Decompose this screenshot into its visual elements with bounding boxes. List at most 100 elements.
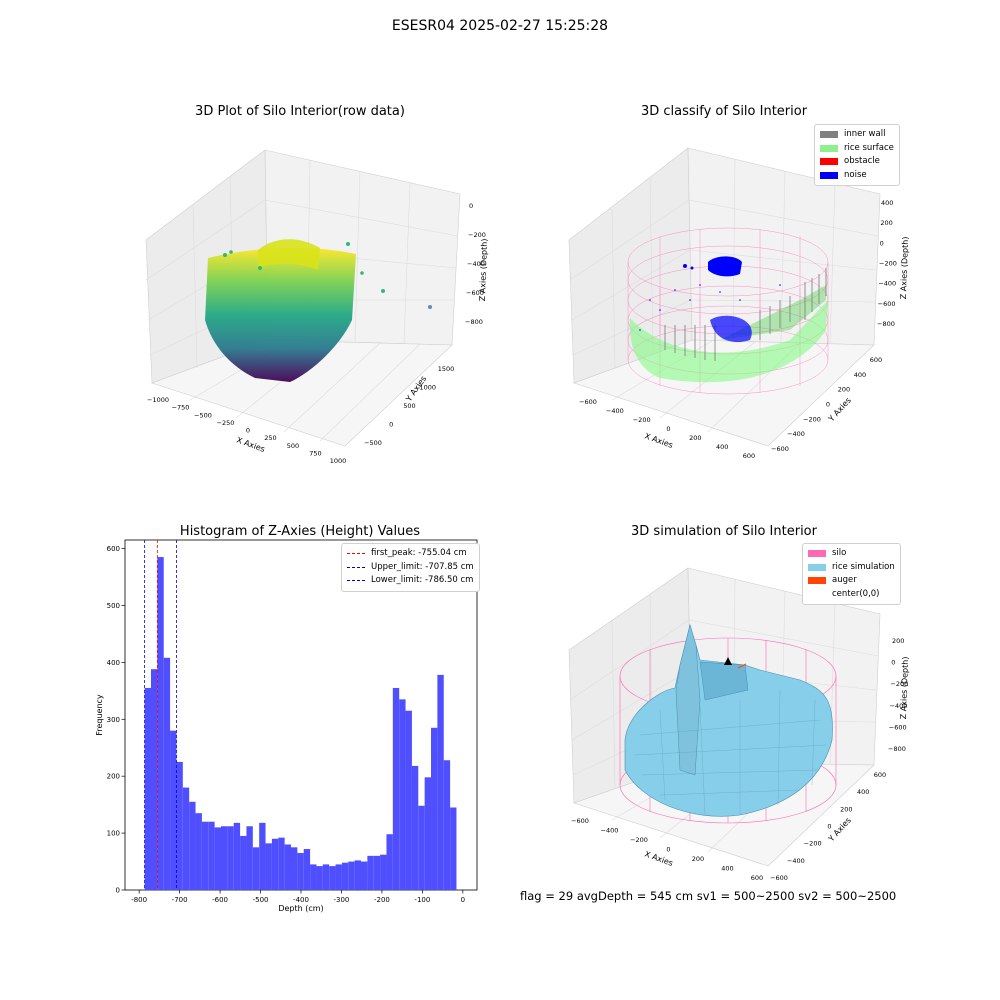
raw-z-tick-label: 0 (469, 202, 473, 210)
raw-x-tick-label: −1000 (147, 396, 169, 404)
raw-y-tick-label: 500 (403, 402, 415, 410)
classify-z-tick-label: 0 (880, 239, 884, 247)
histogram-bar (405, 710, 412, 890)
histogram-bar (278, 837, 285, 890)
histogram-bar (373, 855, 381, 890)
histogram-bar (437, 674, 444, 890)
sim-x-tick-label: 200 (692, 855, 704, 863)
raw-plot-title: 3D Plot of Silo Interior(row data) (195, 104, 405, 119)
sim-rice-surface (624, 623, 833, 817)
legend-item-upper-limit: Upper_limit: -707.85 cm (347, 561, 474, 575)
classify-y-tick-label: −600 (771, 445, 789, 453)
sim-z-tick-label: −800 (888, 745, 906, 753)
raw-y-tick-label: 0 (389, 421, 393, 429)
classify-z-tick-label: 200 (880, 219, 892, 227)
histogram-x-ticks: -800 -700 -600 -500 -400 -300 -200 -100 0 (131, 890, 465, 904)
histogram-bar (297, 853, 304, 890)
legend-item-obstacle: obstacle (820, 155, 894, 169)
raw-y-ticks: −500 0 500 1000 1500 (364, 365, 454, 447)
legend-item-first-peak: first_peak: -755.04 cm (347, 547, 474, 561)
sim-legend: silo rice simulation auger center(0,0) (802, 543, 901, 605)
raw-z-axis-label: Z Axies (Depth) (478, 238, 489, 301)
classify-x-ticks: −600 −400 −200 0 200 400 600 (579, 398, 755, 460)
histogram-reference-lines (144, 540, 177, 890)
histogram-bar (386, 834, 393, 890)
histogram-bar (399, 699, 406, 890)
classify-y-tick-label: −400 (787, 430, 805, 438)
histogram-bar (208, 821, 215, 890)
classify-x-tick-label: 600 (743, 452, 755, 460)
sim-y-tick-label: 200 (840, 805, 852, 813)
sim-x-tick-label: 600 (751, 874, 763, 882)
classify-x-tick-label: −200 (633, 416, 651, 424)
y-tick-label: 0 (116, 887, 120, 895)
classify-x-tick-label: 400 (716, 443, 728, 451)
x-tick-label: -200 (374, 896, 390, 904)
sim-x-tick-label: −600 (571, 817, 589, 825)
histogram-bar (157, 557, 164, 890)
raw-x-tick-label: −500 (194, 411, 212, 419)
classify-z-tick-label: −800 (877, 320, 895, 328)
histogram-legend: first_peak: -755.04 cm Upper_limit: -707… (341, 543, 480, 592)
sim-z-axis-label: Z Axies (Depth) (899, 656, 910, 719)
classify-z-ticks: 400 200 0 −200 −400 −600 −800 (877, 199, 897, 328)
classify-noise-points (639, 256, 781, 343)
classify-legend: inner wall rice surface obstacle noise (814, 124, 900, 186)
histogram-bar (392, 687, 400, 890)
histogram-bar (443, 760, 451, 890)
raw-x-tick-label: 250 (264, 434, 276, 442)
histogram-bar (201, 821, 209, 890)
histogram-bar (418, 805, 425, 890)
classify-x-tick-label: 0 (666, 425, 670, 433)
sim-y-ticks: −600 −400 −200 0 200 400 600 (770, 771, 886, 882)
histogram-bar (354, 860, 362, 890)
legend-item-center: center(0,0) (832, 588, 880, 599)
classify-z-tick-label: −200 (879, 260, 897, 268)
histogram-bar (341, 862, 349, 890)
classify-plot-title: 3D classify of Silo Interior (640, 104, 808, 119)
y-tick-label: 500 (107, 602, 120, 610)
y-tick-label: 300 (107, 716, 120, 724)
classify-y-tick-label: 600 (870, 356, 882, 364)
classify-y-tick-label: −200 (803, 415, 821, 423)
sim-z-tick-label: 200 (892, 637, 904, 645)
histogram-bar (240, 835, 247, 890)
sim-z-ticks: 200 0 −200 −400 −600 −800 (888, 637, 908, 753)
histogram-bar (450, 807, 457, 890)
histogram-bar (322, 864, 330, 890)
classify-z-tick-label: −600 (878, 300, 896, 308)
x-tick-label: -500 (253, 896, 269, 904)
histogram-title: Histogram of Z-Axies (Height) Values (179, 524, 421, 539)
x-tick-label: -100 (414, 896, 430, 904)
histogram-bar (367, 855, 374, 890)
legend-item-noise: noise (820, 169, 894, 183)
raw-x-ticks: −1000−750 −500 −250 0 250 500 750 1000 (147, 396, 346, 465)
sim-z-tick-label: −200 (890, 680, 908, 688)
raw-y-tick-label: −500 (364, 439, 382, 447)
raw-z-tick-label: −600 (466, 289, 484, 297)
histogram-bar (214, 827, 221, 890)
raw-x-tick-label: −750 (172, 404, 190, 412)
sim-x-tick-label: 0 (666, 846, 670, 854)
histogram-bar (303, 849, 311, 890)
sim-x-tick-label: −400 (601, 827, 619, 835)
sim-y-tick-label: −400 (787, 857, 805, 865)
histogram-bar (233, 822, 241, 890)
classify-y-ticks: −600 −400 −200 0 200 400 600 (771, 356, 882, 453)
x-tick-label: -400 (293, 896, 309, 904)
legend-item-lower-limit: Lower_limit: -786.50 cm (347, 574, 474, 588)
raw-x-tick-label: 0 (246, 427, 250, 435)
classify-x-tick-label: −400 (606, 407, 624, 415)
raw-point-cloud (205, 239, 432, 382)
sim-y-tick-label: 0 (827, 823, 831, 831)
x-tick-label: -300 (334, 896, 350, 904)
x-tick-label: -700 (172, 896, 188, 904)
histogram-x-axis-label: Depth (cm) (278, 904, 323, 913)
classify-x-tick-label: −600 (579, 398, 597, 406)
histogram-bar (310, 864, 317, 890)
histogram-y-axis-label: Frequency (95, 694, 104, 736)
raw-x-tick-label: 750 (309, 449, 321, 457)
histogram-bar (348, 861, 355, 890)
